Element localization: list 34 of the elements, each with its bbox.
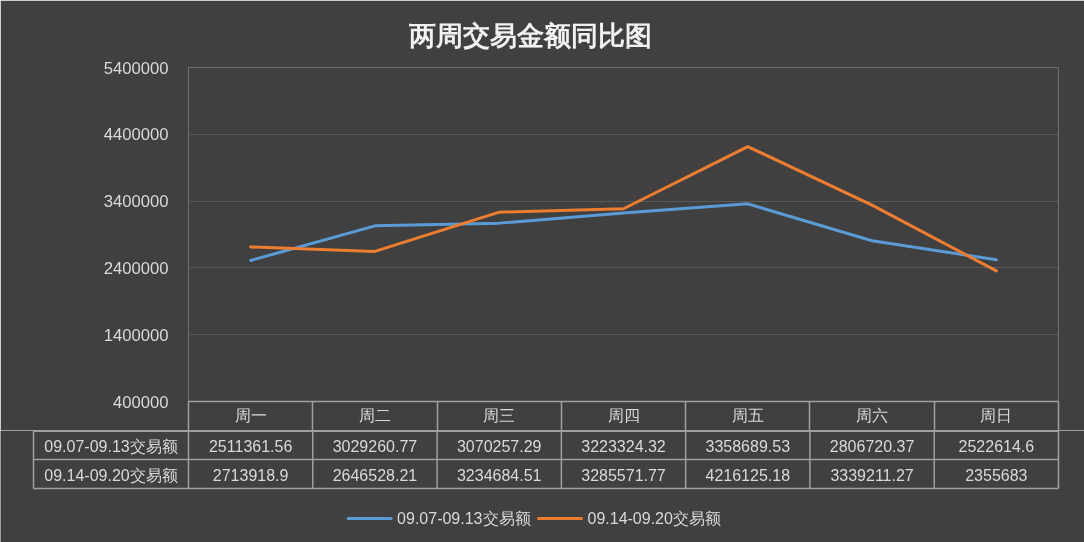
x-tick-label: 周五 <box>731 406 764 424</box>
legend-label: 09.07-09.13交易额 <box>397 510 531 527</box>
data-label: 3223324.32 <box>581 438 666 455</box>
y-tick-label: 3400000 <box>103 192 169 212</box>
data-label: 2646528.21 <box>332 467 418 484</box>
data-label: 2511361.56 <box>208 438 293 455</box>
data-label: 3285571.77 <box>581 467 666 484</box>
data-label: 3339211.27 <box>830 467 914 484</box>
data-label: 4216125.18 <box>705 467 791 484</box>
data-label: 2355683 <box>965 467 1028 484</box>
data-label: 3234684.51 <box>456 467 542 484</box>
text: 09.07-09.13交易额 <box>44 437 178 455</box>
y-tick-label: 1400000 <box>103 325 169 345</box>
data-label: 2713918.9 <box>212 467 289 484</box>
x-tick-label: 周日 <box>980 406 1013 424</box>
data-label: 2806720.37 <box>829 438 915 455</box>
line-series <box>249 202 998 262</box>
y-tick-label: 2400000 <box>103 258 169 278</box>
x-tick-label: 周六 <box>856 406 889 424</box>
text: 09.14-09.20交易额 <box>44 466 178 484</box>
y-tick-label: 400000 <box>112 392 169 412</box>
data-label: 3358689.53 <box>705 438 791 455</box>
y-tick-label: 5400000 <box>103 58 169 78</box>
line-series <box>249 145 998 273</box>
chart-title: 两周交易金额同比图 <box>407 19 652 51</box>
y-tick-label: 4400000 <box>103 125 169 145</box>
x-tick-label: 周一 <box>234 406 267 424</box>
x-tick-label: 周四 <box>607 406 640 424</box>
legend-label: 09.14-09.20交易额 <box>587 510 721 527</box>
data-label: 3070257.29 <box>456 438 542 455</box>
data-label: 2522614.6 <box>958 438 1035 455</box>
data-label: 3029260.77 <box>332 438 418 455</box>
x-tick-label: 周二 <box>358 406 391 424</box>
x-tick-label: 周三 <box>483 406 516 424</box>
